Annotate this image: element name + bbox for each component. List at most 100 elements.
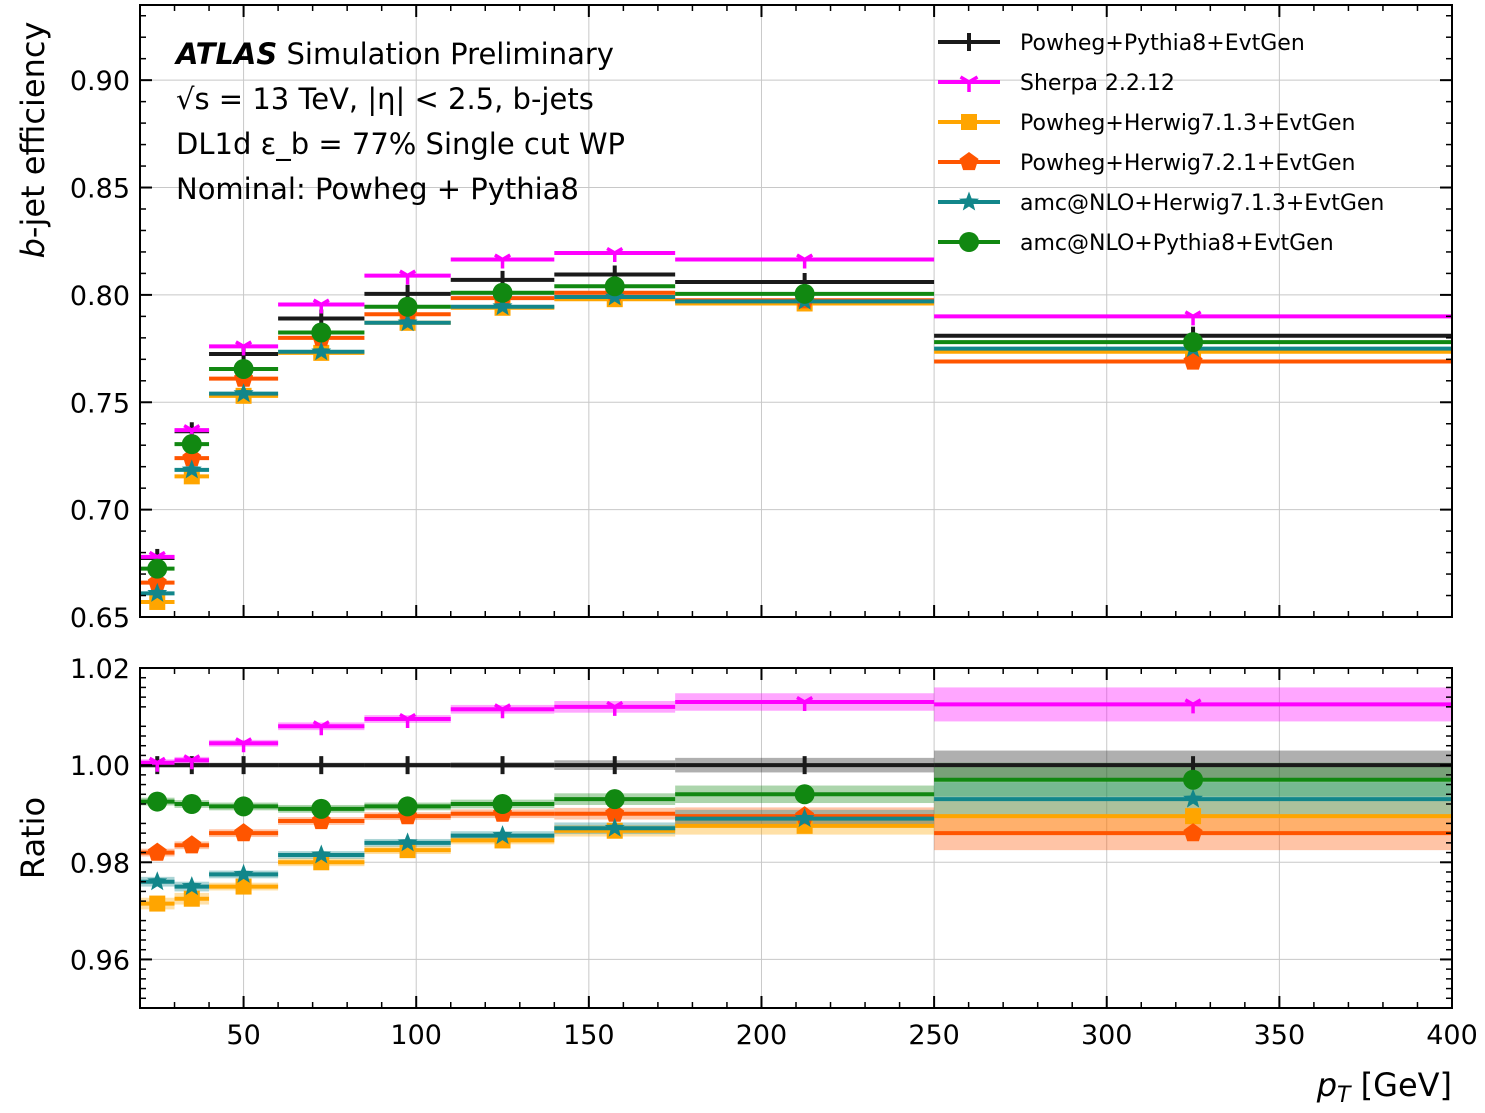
efficiency-series: [140, 247, 1452, 610]
ratio-marker-amc-nlo-herwig7-1-3-evtgen: [794, 808, 815, 828]
efficiency-marker-amc-nlo-herwig7-1-3-evtgen: [181, 459, 202, 479]
nominal-label: Nominal: Powheg + Pythia8: [176, 172, 579, 206]
legend-marker-sherpa-2-2-12: [959, 75, 979, 92]
efficiency-marker-amc-nlo-pythia8-evtgen: [1183, 332, 1204, 353]
ratio-marker-amc-nlo-herwig7-1-3-evtgen: [397, 832, 418, 852]
efficiency-marker-sherpa-2-2-12: [796, 253, 814, 269]
ratio-marker-sherpa-2-2-12: [1184, 698, 1202, 714]
ratio-marker-amc-nlo-herwig7-1-3-evtgen: [181, 876, 202, 896]
efficiency-marker-amc-nlo-pythia8-evtgen: [233, 358, 254, 379]
y-axis-label-ratio: Ratio: [14, 797, 52, 879]
ratio-marker-sherpa-2-2-12: [183, 754, 201, 770]
x-tick-label: 100: [390, 1020, 442, 1051]
legend-label-powheg-pythia8-evtgen: Powheg+Pythia8+EvtGen: [1020, 31, 1305, 56]
ratio-series: [140, 687, 1452, 912]
x-tick-label: 50: [226, 1020, 260, 1051]
efficiency-ticks: 0.65 0.70 0.75 0.80 0.85 0.90: [70, 5, 1453, 634]
ratio-marker-amc-nlo-pythia8-evtgen: [147, 791, 168, 812]
efficiency-grid: [140, 5, 1453, 618]
legend-marker-amc-nlo-pythia8-evtgen: [959, 232, 979, 252]
ratio-ticks: 50 100 150 200 250 300 350 400 0.96 0.98 1.00 1.02: [70, 654, 1478, 1051]
ratio-marker-amc-nlo-herwig7-1-3-evtgen: [311, 844, 332, 864]
legend-label-amc-nlo-pythia8-evtgen: amc@NLO+Pythia8+EvtGen: [1020, 231, 1334, 256]
efficiency-marker-amc-nlo-herwig7-1-3-evtgen: [233, 383, 254, 403]
working-point-label: DL1d ε_b = 77% Single cut WP: [176, 127, 625, 161]
x-tick-label: 200: [736, 1020, 788, 1051]
efficiency-marker-amc-nlo-pythia8-evtgen: [147, 558, 168, 579]
ratio-marker-amc-nlo-herwig7-1-3-evtgen: [147, 871, 168, 891]
ratio-marker-amc-nlo-herwig7-1-3-evtgen: [492, 825, 513, 845]
atlas-annotation: ATLAS Simulation Preliminary √s = 13 TeV…: [174, 37, 625, 206]
ratio-marker-amc-nlo-pythia8-evtgen: [794, 784, 815, 805]
ratio-marker-powheg-herwig7-2-1-evtgen: [147, 842, 167, 861]
legend-marker-powheg-herwig7-1-3-evtgen: [961, 114, 977, 130]
ratio-marker-amc-nlo-pythia8-evtgen: [311, 798, 332, 819]
ratio-marker-powheg-herwig7-2-1-evtgen: [605, 803, 625, 822]
x-tick-label: 400: [1426, 1020, 1478, 1051]
y-tick-label: 1.00: [70, 751, 130, 782]
ratio-marker-powheg-herwig7-1-3-evtgen: [183, 890, 200, 907]
ratio-marker-powheg-herwig7-1-3-evtgen: [1185, 808, 1202, 825]
efficiency-marker-amc-nlo-pythia8-evtgen: [311, 322, 332, 343]
ratio-marker-amc-nlo-pythia8-evtgen: [397, 796, 418, 817]
x-tick-label: 250: [908, 1020, 960, 1051]
ratio-marker-amc-nlo-pythia8-evtgen: [181, 794, 202, 814]
efficiency-marker-sherpa-2-2-12: [493, 253, 512, 269]
efficiency-marker-sherpa-2-2-12: [1184, 310, 1202, 326]
efficiency-marker-amc-nlo-pythia8-evtgen: [794, 283, 815, 304]
legend-label-amc-nlo-herwig7-1-3-evtgen: amc@NLO+Herwig7.1.3+EvtGen: [1020, 191, 1384, 216]
ratio-marker-amc-nlo-pythia8-evtgen: [492, 794, 513, 814]
efficiency-marker-amc-nlo-herwig7-1-3-evtgen: [492, 296, 513, 316]
ratio-marker-powheg-herwig7-1-3-evtgen: [149, 895, 166, 912]
atlas-label: ATLAS Simulation Preliminary: [174, 37, 614, 71]
ratio-marker-sherpa-2-2-12: [796, 695, 814, 711]
y-tick-label: 0.96: [70, 945, 130, 976]
y-tick-label: 0.75: [70, 388, 130, 419]
legend-label-powheg-herwig7-1-3-evtgen: Powheg+Herwig7.1.3+EvtGen: [1020, 111, 1356, 136]
ratio-marker-amc-nlo-herwig7-1-3-evtgen: [1183, 788, 1203, 808]
ratio-marker-sherpa-2-2-12: [399, 712, 417, 728]
y-tick-label: 0.98: [70, 848, 130, 879]
ratio-marker-amc-nlo-pythia8-evtgen: [233, 796, 254, 817]
ratio-marker-sherpa-2-2-12: [148, 756, 166, 772]
y-tick-label: 0.70: [70, 496, 130, 527]
ratio-marker-sherpa-2-2-12: [493, 703, 512, 719]
efficiency-panel: 0.65 0.70 0.75 0.80 0.85 0.90: [70, 4, 1453, 634]
efficiency-marker-sherpa-2-2-12: [235, 340, 253, 356]
efficiency-marker-sherpa-2-2-12: [606, 247, 624, 263]
ratio-marker-sherpa-2-2-12: [606, 700, 624, 716]
legend: Powheg+Pythia8+EvtGen Sherpa 2.2.12 Powheg…: [938, 31, 1384, 256]
y-tick-label: 0.65: [70, 603, 130, 634]
ratio-marker-sherpa-2-2-12: [235, 737, 253, 753]
y-axis-label-efficiency: b-jet efficiency: [14, 22, 52, 259]
x-tick-label: 350: [1254, 1020, 1306, 1051]
y-tick-label: 0.80: [70, 281, 130, 312]
y-tick-label: 1.02: [70, 654, 130, 685]
efficiency-marker-amc-nlo-herwig7-1-3-evtgen: [311, 341, 332, 361]
efficiency-marker-amc-nlo-pythia8-evtgen: [604, 276, 625, 297]
efficiency-marker-amc-nlo-pythia8-evtgen: [181, 434, 202, 455]
efficiency-marker-sherpa-2-2-12: [399, 269, 417, 285]
efficiency-marker-amc-nlo-herwig7-1-3-evtgen: [147, 582, 168, 602]
ratio-marker-amc-nlo-herwig7-1-3-evtgen: [604, 817, 625, 837]
legend-marker-powheg-herwig7-2-1-evtgen: [959, 152, 979, 171]
y-tick-label: 0.85: [70, 174, 130, 205]
x-tick-label: 300: [1081, 1020, 1133, 1051]
efficiency-marker-amc-nlo-herwig7-1-3-evtgen: [397, 312, 418, 332]
efficiency-marker-sherpa-2-2-12: [312, 298, 330, 314]
ratio-marker-amc-nlo-pythia8-evtgen: [604, 789, 625, 810]
x-axis-label: pT [GeV]: [1316, 1066, 1452, 1108]
x-tick-label: 150: [563, 1020, 615, 1051]
legend-marker-amc-nlo-herwig7-1-3-evtgen: [959, 191, 979, 211]
y-tick-label: 0.90: [70, 66, 130, 97]
efficiency-marker-amc-nlo-pythia8-evtgen: [492, 282, 513, 303]
ratio-marker-sherpa-2-2-12: [312, 720, 330, 736]
ratio-marker-powheg-herwig7-1-3-evtgen: [235, 878, 252, 895]
ratio-marker-powheg-herwig7-2-1-evtgen: [182, 835, 202, 854]
ratio-panel: 50 100 150 200 250 300 350 400 0.96 0.98 1.00 1.02: [70, 654, 1478, 1051]
legend-label-sherpa-2-2-12: Sherpa 2.2.12: [1020, 71, 1175, 96]
ratio-marker-amc-nlo-herwig7-1-3-evtgen: [233, 863, 254, 883]
ratio-marker-powheg-herwig7-2-1-evtgen: [1183, 823, 1203, 842]
efficiency-marker-amc-nlo-pythia8-evtgen: [397, 296, 418, 317]
